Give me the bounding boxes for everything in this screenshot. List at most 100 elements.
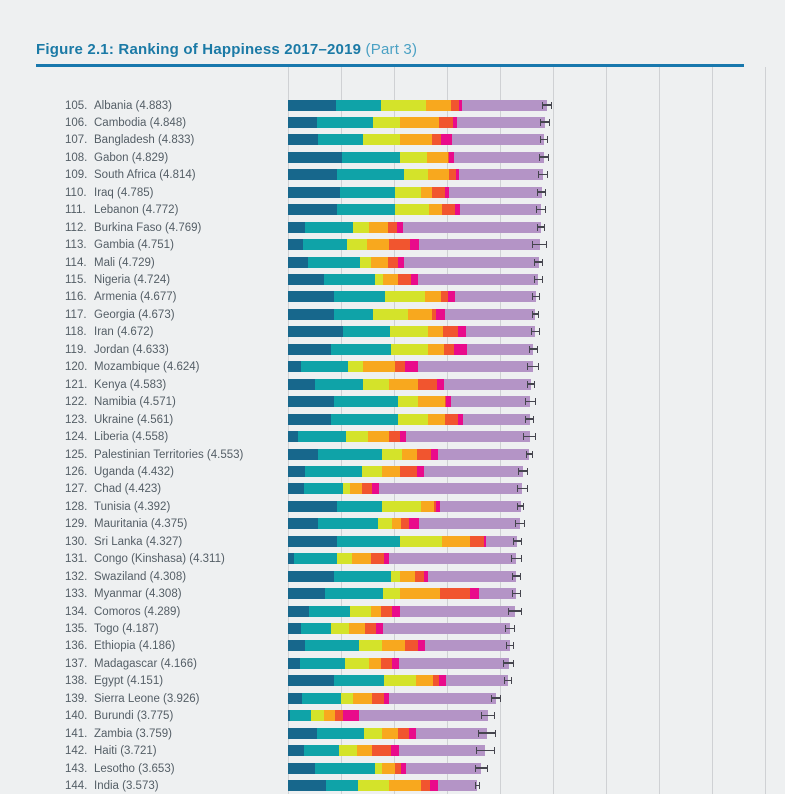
bar-segment-social-support — [336, 169, 404, 181]
bar-segment-social-support — [343, 326, 390, 338]
chart-row: 119. Jordan (4.633) — [0, 343, 785, 356]
bar-segment-healthy-life-expectancy — [384, 675, 417, 687]
happiness-bar — [288, 99, 547, 111]
bar-segment-gdp — [288, 745, 305, 757]
bar-segment-gdp — [288, 431, 299, 443]
bar-segment-freedom — [381, 762, 396, 774]
chart-row: 109. South Africa (4.814) — [0, 169, 785, 181]
figure-title-main: Figure 2.1: Ranking of Happiness 2017–20… — [36, 41, 362, 58]
bar-segment-generosity — [421, 780, 431, 792]
bar-segment-corruption — [390, 745, 399, 757]
figure-title: Figure 2.1: Ranking of Happiness 2017–20… — [36, 41, 417, 58]
bar-segment-generosity — [370, 553, 385, 565]
bar-segment-gdp — [288, 186, 340, 198]
bar-segment-social-support — [316, 727, 365, 739]
country-rank: 126. — [65, 465, 88, 478]
bar-segment-dystopia-residual — [461, 99, 547, 111]
confidence-interval-whisker — [540, 136, 548, 144]
bar-segment-gdp — [288, 116, 318, 128]
bar-segment-dystopia-residual — [438, 448, 530, 460]
bar-segment-generosity — [400, 518, 409, 530]
bar-segment-freedom — [349, 483, 363, 495]
happiness-bar — [288, 204, 541, 216]
bar-segment-corruption — [455, 204, 460, 216]
bar-segment-social-support — [300, 657, 346, 669]
bar-segment-dystopia-residual — [466, 326, 536, 338]
bar-segment-social-support — [301, 692, 341, 704]
confidence-interval-whisker — [524, 398, 536, 406]
confidence-interval-whisker — [525, 450, 533, 458]
bar-segment-healthy-life-expectancy — [395, 204, 429, 216]
bar-segment-social-support — [318, 134, 364, 146]
bar-segment-corruption — [452, 116, 457, 128]
bar-segment-gdp — [288, 692, 302, 704]
confidence-interval-whisker — [478, 729, 497, 737]
confidence-interval-whisker — [528, 345, 539, 353]
happiness-bar — [288, 640, 511, 652]
chart-row: 133. Myanmar (4.308) — [0, 588, 785, 600]
bar-segment-corruption — [410, 239, 419, 251]
happiness-bar — [288, 588, 517, 600]
x-gridline-3 — [447, 67, 448, 794]
confidence-interval-whisker — [526, 380, 536, 388]
bar-segment-freedom — [389, 378, 419, 390]
happiness-bar — [288, 274, 539, 285]
country-label: Iraq (4.785) — [94, 186, 154, 199]
bar-segment-corruption — [436, 500, 440, 512]
bar-segment-healthy-life-expectancy — [346, 239, 367, 251]
confidence-interval-whisker — [504, 677, 512, 685]
chart-row: 138. Egypt (4.151) — [0, 675, 785, 687]
bar-segment-freedom — [421, 500, 435, 512]
happiness-bar — [288, 256, 539, 268]
bar-segment-social-support — [324, 588, 384, 600]
happiness-bar — [288, 151, 544, 163]
bar-segment-generosity — [381, 657, 393, 669]
bar-segment-generosity — [434, 500, 437, 512]
happiness-bar — [288, 553, 517, 565]
confidence-interval-whisker — [517, 467, 529, 475]
bar-segment-gdp — [288, 518, 318, 530]
happiness-bar — [288, 221, 541, 233]
bar-segment-generosity — [395, 361, 406, 373]
bar-segment-dystopia-residual — [445, 308, 536, 320]
bar-segment-freedom — [428, 413, 445, 425]
bar-segment-freedom — [370, 256, 389, 268]
chart-row: 131. Congo (Kinshasa) (4.311) — [0, 553, 785, 565]
bar-segment-healthy-life-expectancy — [400, 151, 428, 163]
bar-segment-corruption — [400, 762, 406, 774]
bar-segment-freedom — [427, 326, 443, 338]
bar-segment-generosity — [381, 605, 393, 617]
bar-segment-freedom — [392, 518, 401, 530]
confidence-interval-whisker — [533, 258, 544, 266]
bar-segment-healthy-life-expectancy — [395, 186, 422, 198]
bar-segment-corruption — [417, 640, 426, 652]
bar-segment-freedom — [381, 640, 406, 652]
bar-segment-generosity — [442, 204, 456, 216]
bar-segment-healthy-life-expectancy — [348, 361, 364, 373]
bar-segment-dystopia-residual — [444, 378, 531, 390]
bar-segment-corruption — [448, 291, 456, 303]
bar-segment-corruption — [384, 553, 389, 565]
happiness-bar — [288, 361, 533, 373]
country-label: Uganda (4.432) — [94, 465, 174, 478]
confidence-interval-whisker — [503, 659, 515, 667]
bar-segment-gdp — [288, 727, 317, 739]
bar-segment-generosity — [398, 727, 409, 739]
bar-segment-social-support — [303, 239, 347, 251]
bar-segment-healthy-life-expectancy — [346, 431, 368, 443]
bar-segment-generosity — [388, 239, 411, 251]
x-gridline-6 — [606, 67, 607, 794]
bar-segment-corruption — [458, 413, 463, 425]
country-label: Ukraine (4.561) — [94, 413, 174, 426]
confidence-interval-whisker — [508, 607, 523, 615]
happiness-bar — [288, 692, 497, 704]
happiness-bar — [288, 413, 530, 425]
chart-row: 112. Burkina Faso (4.769) — [0, 221, 785, 234]
country-rank: 118. — [65, 326, 87, 339]
country-rank: 119. — [65, 343, 87, 356]
bar-segment-freedom — [353, 692, 373, 704]
bar-segment-social-support — [301, 623, 332, 634]
country-label: Gambia (4.751) — [94, 239, 174, 252]
chart-row: 114. Mali (4.729) — [0, 256, 785, 269]
bar-segment-dystopia-residual — [399, 657, 509, 669]
